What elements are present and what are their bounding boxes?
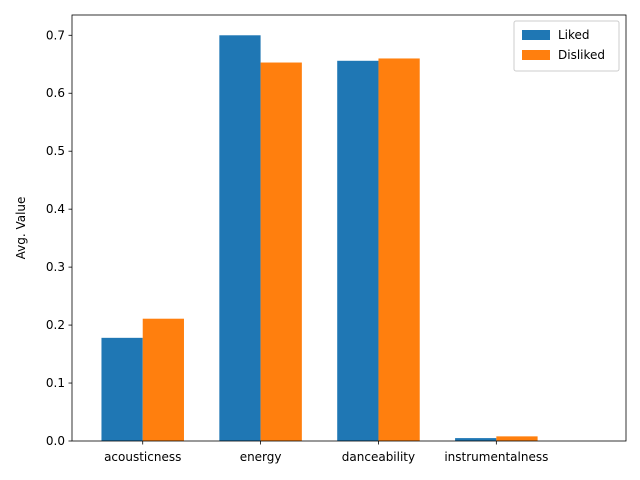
y-tick-label: 0.5 (46, 144, 65, 158)
x-tick-label-energy: energy (240, 450, 282, 464)
y-axis-label: Avg. Value (14, 197, 28, 260)
x-tick-label-danceability: danceability (342, 450, 415, 464)
legend-swatch-liked (522, 30, 550, 40)
x-tick-label-instrumentalness: instrumentalness (444, 450, 548, 464)
axes-group: 0.0 0.1 0.2 0.3 0.4 0.5 0.6 0.7 acousticness ener… (46, 14, 627, 464)
y-tick-label: 0.6 (46, 86, 65, 100)
legend: Liked Disliked (513, 20, 620, 72)
bar-liked-danceability (337, 60, 379, 442)
bar-disliked-instrumentalness (496, 436, 538, 441)
y-tick-label: 0.3 (46, 260, 65, 274)
y-tick-label: 0.4 (46, 202, 65, 216)
bar-liked-instrumentalness (455, 438, 497, 441)
bar-liked-acousticness (101, 337, 143, 441)
plot-frame (71, 14, 627, 442)
y-tick-label: 0.7 (46, 28, 65, 42)
bar-liked-energy (219, 35, 261, 442)
legend-label-liked: Liked (558, 28, 590, 42)
bars-group (101, 35, 538, 442)
x-tick-label-acousticness: acousticness (104, 450, 181, 464)
y-tick-label: 0.0 (46, 434, 65, 448)
bar-disliked-acousticness (142, 318, 184, 441)
y-tick-label: 0.1 (46, 376, 65, 390)
legend-swatch-disliked (522, 50, 550, 60)
bar-disliked-danceability (378, 58, 420, 441)
y-tick-label: 0.2 (46, 318, 65, 332)
legend-label-disliked: Disliked (558, 48, 605, 62)
bar-disliked-energy (260, 62, 302, 442)
